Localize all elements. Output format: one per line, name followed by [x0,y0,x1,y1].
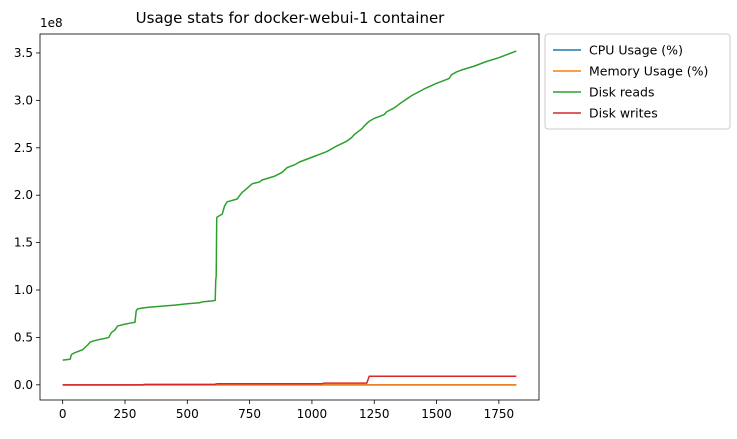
legend-entries: CPU Usage (%) Memory Usage (%) Disk reads D… [553,43,708,121]
x-tick-label: 1000 [297,407,328,421]
x-tick-label: 500 [176,407,199,421]
x-tick-label: 1500 [421,407,452,421]
y-offset-label: 1e8 [40,16,63,30]
x-axis-ticks: 0 250 500 750 1000 1250 1500 1750 [59,400,514,421]
x-tick-label: 1750 [484,407,515,421]
y-axis-ticks: 0.0 0.5 1.0 1.5 2.0 2.5 3.0 3.5 [14,46,40,392]
series-line-disk-reads [62,50,517,361]
y-tick-label: 3.0 [14,93,33,107]
chart-title: Usage stats for docker-webui-1 container [136,9,446,27]
y-tick-label: 1.0 [14,283,33,297]
series-line-disk-writes [62,375,517,386]
y-tick-label: 2.5 [14,141,33,155]
y-tick-label: 0.0 [14,378,33,392]
x-tick-label: 750 [238,407,261,421]
legend: CPU Usage (%) Memory Usage (%) Disk reads D… [544,33,731,130]
y-tick-label: 1.5 [14,236,33,250]
x-tick-label: 250 [114,407,137,421]
legend-label-cpu-usage: CPU Usage (%) [589,43,683,58]
legend-label-memory-usage: Memory Usage (%) [589,64,708,79]
legend-box [544,33,731,130]
y-tick-label: 0.5 [14,330,33,344]
x-tick-label: 1250 [359,407,390,421]
y-tick-label: 2.0 [14,188,33,202]
plot-frame [39,33,540,401]
x-tick-label: 0 [59,407,67,421]
y-tick-label: 3.5 [14,46,33,60]
series-lines [62,50,517,386]
legend-label-disk-reads: Disk reads [589,85,655,100]
legend-label-disk-writes: Disk writes [589,106,658,121]
